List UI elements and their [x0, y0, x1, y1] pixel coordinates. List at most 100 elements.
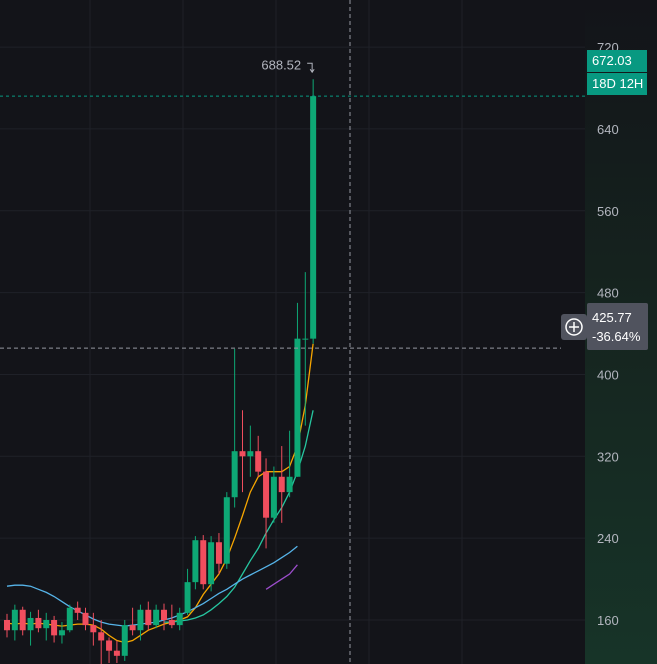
high-price-label: 688.52: [261, 57, 301, 72]
countdown-badge: 18D 12H: [587, 73, 647, 95]
candle-body: [302, 338, 309, 340]
last-price-badge: 672.03: [587, 50, 647, 72]
candle-body: [113, 650, 120, 656]
moving-average-line: [6, 545, 298, 627]
price-tick-label: 400: [597, 367, 619, 382]
candle-up: [192, 536, 199, 590]
candle-body: [82, 612, 89, 626]
cursor-price-value: 425.77: [592, 310, 632, 325]
candle-down: [90, 612, 97, 646]
candle-up: [302, 272, 309, 426]
candle-body: [74, 607, 81, 613]
candle-down: [200, 535, 207, 590]
candle-body: [58, 630, 65, 636]
candle-body: [98, 632, 105, 641]
candle-down: [4, 613, 10, 638]
candle-down: [239, 410, 246, 493]
candle-body: [255, 451, 262, 472]
candle-down: [19, 606, 26, 636]
price-tick-label: 160: [597, 613, 619, 628]
candle-body: [51, 620, 58, 636]
candle-down: [98, 620, 105, 664]
candle-body: [4, 620, 10, 631]
candle-up: [176, 607, 183, 631]
candle-body: [106, 640, 113, 651]
candles: [4, 79, 317, 664]
candle-body: [153, 609, 160, 626]
candle-body: [192, 540, 199, 583]
candle-body: [278, 476, 285, 493]
candle-down: [113, 640, 120, 663]
candle-body: [35, 617, 42, 629]
plus-circle-icon: [565, 318, 583, 336]
candle-up: [58, 622, 65, 644]
candle-down: [35, 609, 42, 633]
last-price-value: 672.03: [592, 53, 632, 68]
candle-down: [145, 601, 152, 631]
candle-down: [106, 637, 113, 663]
candle-up: [270, 466, 277, 523]
candle-body: [184, 582, 191, 613]
candle-body: [145, 609, 152, 626]
candle-up: [153, 604, 160, 629]
candle-body: [223, 497, 230, 564]
moving-average-line: [164, 410, 314, 623]
candle-up: [137, 604, 144, 641]
high-arrow-icon: [307, 62, 315, 74]
candle-down: [74, 601, 81, 621]
high-marker: 688.52: [261, 57, 315, 74]
candle-up: [11, 604, 18, 641]
candle-body: [129, 625, 136, 631]
candle-body: [176, 612, 183, 626]
price-tick-label: 480: [597, 286, 619, 301]
candle-body: [43, 620, 50, 629]
candle-up: [310, 79, 317, 344]
price-tick-label: 320: [597, 449, 619, 464]
candle-down: [51, 615, 58, 643]
candle-body: [27, 617, 34, 631]
candle-up: [121, 620, 128, 661]
price-tick-label: 560: [597, 204, 619, 219]
candle-body: [270, 476, 277, 518]
candle-body: [121, 625, 128, 656]
candle-down: [215, 533, 222, 574]
candle-down: [168, 604, 175, 629]
candle-body: [200, 540, 207, 585]
candle-body: [11, 609, 18, 631]
moving-averages: [6, 343, 314, 644]
candle-body: [161, 609, 167, 621]
candle-up: [247, 425, 254, 477]
candle-body: [294, 338, 301, 477]
candle-down: [263, 458, 270, 549]
countdown-value: 18D 12H: [592, 76, 644, 91]
candle-down: [129, 607, 136, 636]
candle-up: [43, 612, 50, 641]
price-tick-label: 240: [597, 531, 619, 546]
cursor-change-value: -36.64%: [592, 329, 641, 344]
cursor-price-label: 425.77 -36.64%: [587, 303, 648, 350]
candle-down: [255, 435, 262, 477]
candle-body: [239, 451, 246, 457]
grid-lines: [0, 0, 585, 664]
candle-up: [286, 430, 293, 498]
candle-body: [90, 625, 97, 633]
candle-body: [208, 542, 215, 585]
candle-down: [278, 446, 285, 523]
candle-body: [263, 471, 270, 518]
candle-body: [286, 476, 293, 493]
candle-body: [137, 609, 144, 631]
candle-up: [208, 536, 215, 592]
candle-up: [184, 568, 191, 615]
candle-body: [247, 451, 254, 457]
candle-up: [66, 604, 73, 633]
moving-average-line: [6, 343, 314, 644]
candle-body: [66, 607, 73, 631]
candle-up: [27, 611, 34, 646]
price-tick-label: 640: [597, 122, 619, 137]
candle-body: [215, 542, 222, 564]
moving-average-line: [265, 564, 298, 590]
reference-lines: [0, 0, 585, 664]
add-alert-button[interactable]: [561, 314, 587, 340]
candle-body: [19, 609, 26, 631]
